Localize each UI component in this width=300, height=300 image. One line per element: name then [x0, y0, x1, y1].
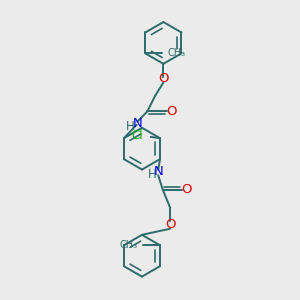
Text: CH₃: CH₃	[168, 48, 186, 59]
Text: CH₃: CH₃	[119, 240, 138, 250]
Text: N: N	[132, 117, 142, 130]
Text: Cl: Cl	[132, 129, 143, 142]
Text: O: O	[166, 105, 177, 118]
Text: N: N	[154, 165, 164, 178]
Text: O: O	[158, 72, 169, 85]
Text: O: O	[165, 218, 175, 231]
Text: O: O	[182, 183, 192, 196]
Text: H: H	[126, 120, 135, 133]
Text: H: H	[148, 168, 156, 181]
